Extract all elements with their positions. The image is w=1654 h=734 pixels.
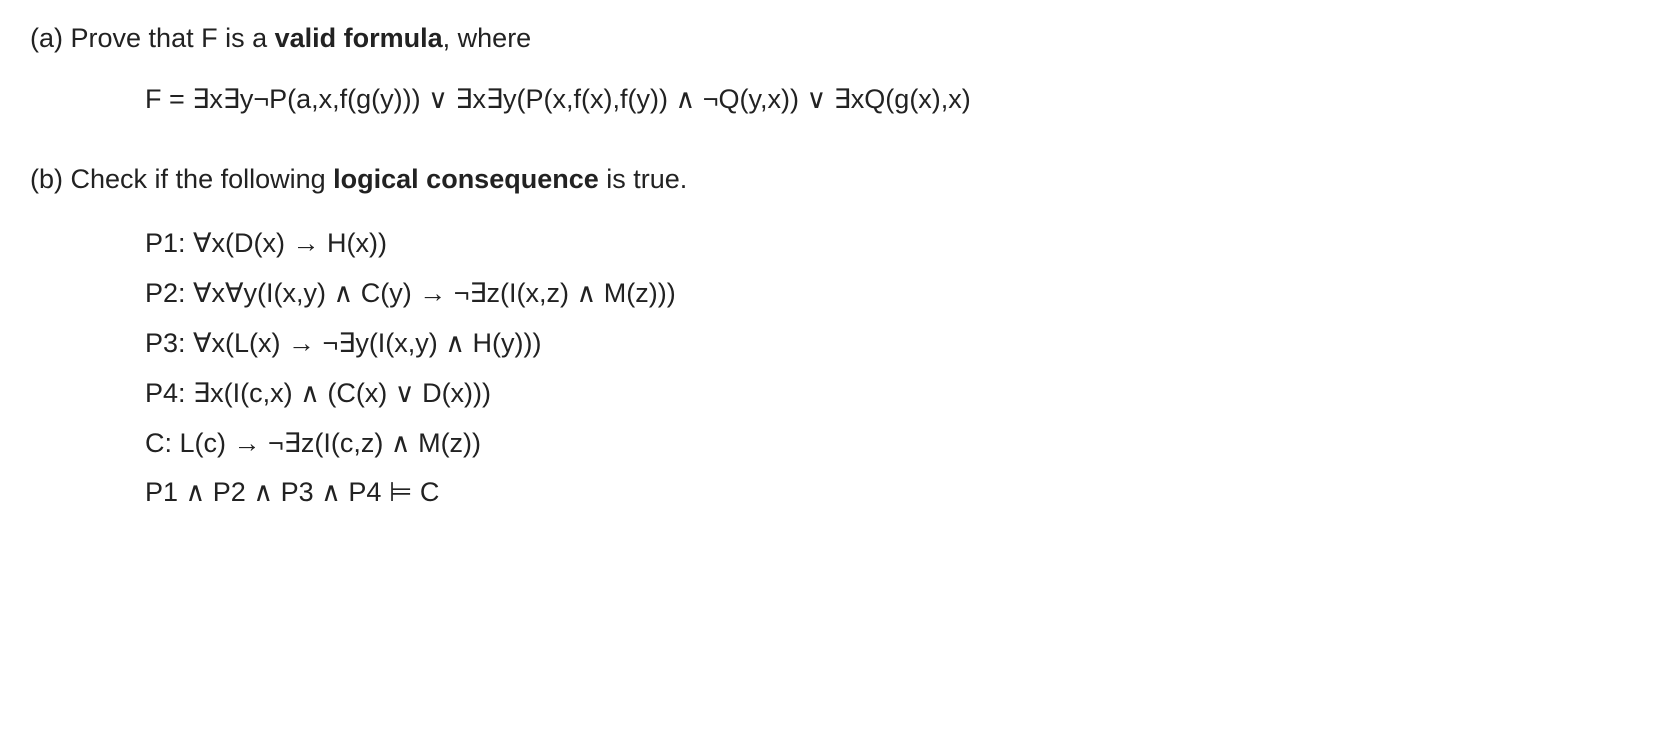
part-a-section: (a) Prove that F is a valid formula, whe…: [30, 20, 1624, 121]
part-b-intro-pre: Check if the following: [71, 164, 334, 194]
premise-line: P4: ∃x(I(c,x) ∧ (C(x) ∨ D(x))): [145, 369, 1624, 419]
part-b-label: (b): [30, 164, 63, 194]
conclusion-line: C: L(c) → ¬∃z(I(c,z) ∧ M(z)): [145, 419, 1624, 469]
part-a-intro-post: , where: [443, 23, 532, 53]
part-b-intro-post: is true.: [599, 164, 688, 194]
premise-line: P3: ∀x(L(x) → ¬∃y(I(x,y) ∧ H(y))): [145, 319, 1624, 369]
part-b-intro-bold: logical consequence: [333, 164, 599, 194]
part-a-intro: (a) Prove that F is a valid formula, whe…: [30, 20, 1624, 58]
entailment-line: P1 ∧ P2 ∧ P3 ∧ P4 ⊨ C: [145, 468, 1624, 518]
part-b-intro: (b) Check if the following logical conse…: [30, 161, 1624, 199]
part-a-formula: F = ∃x∃y¬P(a,x,f(g(y))) ∨ ∃x∃y(P(x,f(x),…: [145, 78, 1624, 121]
part-b-section: (b) Check if the following logical conse…: [30, 161, 1624, 518]
premise-line: P2: ∀x∀y(I(x,y) ∧ C(y) → ¬∃z(I(x,z) ∧ M(…: [145, 269, 1624, 319]
premise-line: P1: ∀x(D(x) → H(x)): [145, 219, 1624, 269]
part-b-premises-block: P1: ∀x(D(x) → H(x)) P2: ∀x∀y(I(x,y) ∧ C(…: [145, 219, 1624, 519]
part-a-label: (a): [30, 23, 63, 53]
part-a-intro-pre: Prove that F is a: [71, 23, 275, 53]
part-a-intro-bold: valid formula: [275, 23, 443, 53]
part-a-formula-block: F = ∃x∃y¬P(a,x,f(g(y))) ∨ ∃x∃y(P(x,f(x),…: [145, 78, 1624, 121]
